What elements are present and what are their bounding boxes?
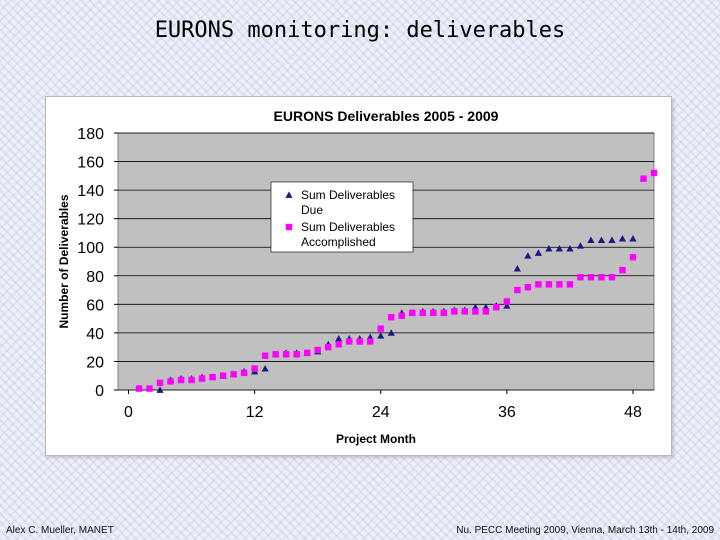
accomplished-point	[545, 281, 553, 288]
due-point	[156, 386, 164, 393]
x-tick-label: 0	[124, 404, 133, 421]
accomplished-point	[482, 308, 490, 315]
legend-due-label-line2: Due	[301, 203, 323, 217]
accomplished-point	[566, 281, 574, 288]
due-point	[587, 236, 595, 243]
y-tick-label: 120	[77, 212, 104, 229]
accomplished-point	[535, 281, 542, 288]
due-point	[597, 236, 606, 243]
accomplished-point	[398, 312, 405, 319]
due-point	[513, 265, 521, 272]
accomplished-point	[251, 365, 258, 372]
x-tick-label: 12	[246, 404, 264, 421]
accomplished-point	[219, 372, 227, 379]
slide-title: EURONS monitoring: deliverables	[154, 18, 566, 43]
accomplished-point	[629, 254, 637, 261]
accomplished-point	[493, 303, 500, 311]
due-point	[566, 245, 574, 252]
accomplished-point	[472, 308, 479, 315]
deliverables-chart: EURONS Deliverables 2005 - 2009 0 20 40 60 80…	[57, 108, 658, 446]
accomplished-point	[650, 169, 658, 177]
accomplished-point	[335, 341, 342, 348]
y-tick-label: 40	[86, 326, 104, 343]
accomplished-point	[430, 309, 437, 317]
accomplished-point	[167, 378, 174, 385]
plot-area	[117, 132, 655, 391]
accomplished-point	[587, 274, 595, 281]
due-point	[387, 329, 395, 336]
accomplished-point	[314, 346, 321, 354]
due-point	[629, 235, 637, 242]
accomplished-point	[377, 325, 384, 332]
accomplished-point	[608, 274, 616, 281]
accomplished-point	[240, 369, 248, 377]
legend-accomplished-marker	[285, 223, 293, 231]
accomplished-point	[303, 349, 311, 357]
accomplished-point	[524, 284, 532, 291]
legend-accomplished-label-line2: Accomplished	[301, 235, 376, 249]
accomplished-point	[598, 274, 605, 281]
accomplished-point	[577, 274, 584, 281]
accomplished-point	[293, 351, 300, 358]
accomplished-point	[230, 371, 237, 378]
accomplished-point	[503, 298, 511, 305]
accomplished-point	[419, 309, 426, 317]
y-tick-label: 180	[77, 126, 104, 143]
y-tick-label: 0	[95, 383, 104, 400]
x-tick-label: 24	[372, 404, 390, 421]
y-tick-label: 100	[77, 240, 104, 257]
chart-container: EURONS Deliverables 2005 - 2009 0 20 40 60 80…	[45, 96, 672, 456]
accomplished-point	[388, 313, 395, 321]
due-point	[524, 252, 532, 259]
accomplished-point	[135, 385, 143, 392]
due-point	[608, 236, 616, 243]
y-tick-label: 20	[86, 354, 104, 371]
due-point	[335, 335, 343, 342]
due-point	[576, 242, 585, 249]
due-point	[377, 332, 385, 339]
legend-box	[270, 181, 414, 253]
due-point	[261, 364, 269, 372]
accomplished-point	[451, 308, 458, 315]
accomplished-point	[440, 309, 448, 317]
chart-title: EURONS Deliverables 2005 - 2009	[274, 108, 499, 124]
accomplished-point	[461, 308, 469, 315]
legend-accomplished-label-line1: Sum Deliverables	[301, 220, 395, 234]
footer-event: Nu. PECC Meeting 2009, Vienna, March 13t…	[456, 525, 714, 536]
accomplished-point	[146, 385, 153, 392]
footer-author: Alex C. Mueller, MANET	[6, 525, 114, 536]
accomplished-point	[514, 286, 521, 294]
legend-due-label-line1: Sum Deliverables	[301, 188, 395, 202]
accomplished-point	[209, 373, 216, 381]
accomplished-point	[156, 379, 164, 387]
accomplished-point	[556, 281, 563, 288]
accomplished-point	[282, 351, 290, 358]
y-tick-label: 80	[86, 269, 104, 286]
x-tick-label: 48	[624, 404, 642, 421]
accomplished-point	[356, 338, 363, 345]
accomplished-point	[346, 338, 353, 345]
accomplished-point	[409, 309, 416, 317]
x-axis-label: Project Month	[336, 432, 416, 446]
legend-due-marker	[285, 191, 293, 198]
due-point	[555, 245, 564, 252]
y-tick-label: 60	[86, 297, 104, 314]
accomplished-point	[640, 175, 647, 182]
accomplished-point	[619, 266, 626, 274]
accomplished-point	[324, 343, 332, 351]
accomplished-point	[367, 338, 374, 345]
accomplished-point	[272, 351, 279, 358]
accomplished-point	[261, 352, 269, 359]
due-point	[545, 245, 553, 252]
accomplished-point	[188, 376, 195, 384]
accomplished-point	[198, 375, 206, 382]
y-axis-label: Number of Deliverables	[57, 194, 71, 328]
y-tick-label: 160	[77, 155, 104, 172]
y-tick-label: 140	[77, 183, 104, 200]
due-point	[618, 235, 627, 242]
due-point	[503, 302, 511, 309]
accomplished-point	[177, 376, 185, 384]
x-tick-label: 36	[498, 404, 516, 421]
due-point	[534, 249, 542, 256]
